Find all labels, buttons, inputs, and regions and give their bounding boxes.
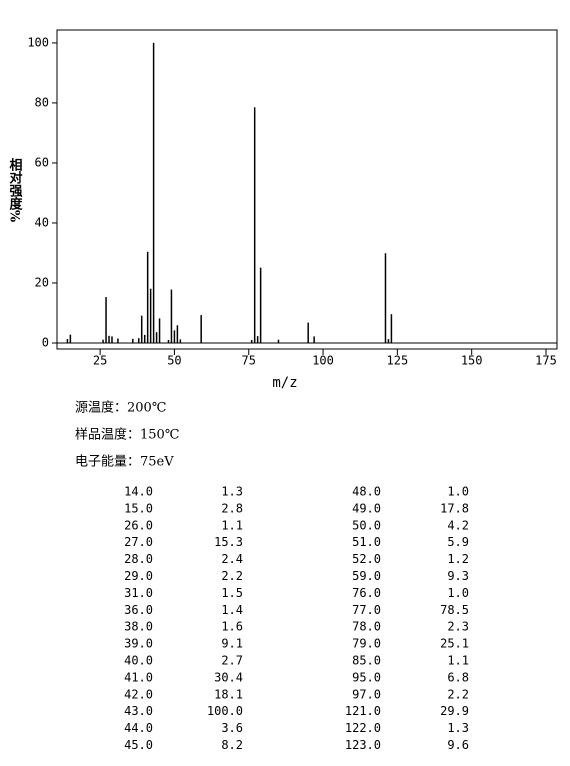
table-mz: 76.0 — [352, 586, 381, 600]
table-mz: 42.0 — [124, 687, 153, 701]
condition: 源温度：200℃ — [75, 400, 166, 416]
table-mz: 31.0 — [124, 586, 153, 600]
table-intensity: 15.3 — [214, 535, 243, 549]
table-mz: 15.0 — [124, 501, 153, 515]
table-intensity: 1.3 — [221, 485, 243, 499]
table-intensity: 1.0 — [447, 485, 469, 499]
table-intensity: 1.4 — [221, 603, 243, 617]
table-intensity: 1.3 — [447, 721, 469, 735]
table-mz: 122.0 — [345, 721, 381, 735]
table-intensity: 9.6 — [447, 738, 469, 752]
table-intensity: 18.1 — [214, 687, 243, 701]
table-intensity: 4.2 — [447, 518, 469, 532]
x-tick-label: 50 — [167, 354, 181, 368]
table-intensity: 1.0 — [447, 586, 469, 600]
table-intensity: 2.2 — [221, 569, 243, 583]
table-mz: 39.0 — [124, 637, 153, 651]
table-mz: 36.0 — [124, 603, 153, 617]
table-mz: 79.0 — [352, 637, 381, 651]
table-intensity: 1.5 — [221, 586, 243, 600]
table-intensity: 1.6 — [221, 620, 243, 634]
plot-frame — [56, 29, 558, 350]
table-mz: 123.0 — [345, 738, 381, 752]
table-intensity: 2.4 — [221, 552, 243, 566]
y-tick-label: 0 — [42, 335, 49, 349]
y-tick-label: 80 — [35, 95, 49, 109]
table-intensity: 9.1 — [221, 637, 243, 651]
table-intensity: 2.7 — [221, 654, 243, 668]
x-tick-label: 25 — [93, 354, 107, 368]
table-intensity: 2.3 — [447, 620, 469, 634]
condition: 样品温度：150℃ — [75, 427, 179, 443]
table-mz: 14.0 — [124, 485, 153, 499]
table-mz: 26.0 — [124, 518, 153, 532]
table-intensity: 6.8 — [447, 670, 469, 684]
y-tick-label: 60 — [35, 155, 49, 169]
table-mz: 43.0 — [124, 704, 153, 718]
table-intensity: 25.1 — [440, 637, 469, 651]
table-mz: 44.0 — [124, 721, 153, 735]
table-intensity: 1.1 — [447, 654, 469, 668]
table-intensity: 3.6 — [221, 721, 243, 735]
table-intensity: 100.0 — [207, 704, 243, 718]
table-mz: 45.0 — [124, 738, 153, 752]
table-mz: 95.0 — [352, 670, 381, 684]
table-intensity: 29.9 — [440, 704, 469, 718]
table-intensity: 78.5 — [440, 603, 469, 617]
x-tick-label: 100 — [312, 354, 334, 368]
table-mz: 78.0 — [352, 620, 381, 634]
x-axis-label: m/z — [272, 375, 297, 391]
y-tick-label: 100 — [27, 35, 49, 49]
table-intensity: 5.9 — [447, 535, 469, 549]
table-intensity: 1.2 — [447, 552, 469, 566]
table-intensity: 30.4 — [214, 670, 243, 684]
y-tick-label: 40 — [35, 215, 49, 229]
table-mz: 50.0 — [352, 518, 381, 532]
table-intensity: 9.3 — [447, 569, 469, 583]
x-tick-label: 175 — [535, 354, 557, 368]
table-intensity: 17.8 — [440, 501, 469, 515]
x-tick-label: 150 — [461, 354, 483, 368]
table-intensity: 2.8 — [221, 501, 243, 515]
condition: 电子能量：75eV — [75, 455, 174, 470]
table-mz: 27.0 — [124, 535, 153, 549]
y-tick-label: 20 — [35, 275, 49, 289]
table-mz: 85.0 — [352, 654, 381, 668]
table-mz: 121.0 — [345, 704, 381, 718]
table-mz: 28.0 — [124, 552, 153, 566]
table-intensity: 1.1 — [221, 518, 243, 532]
table-mz: 52.0 — [352, 552, 381, 566]
x-tick-label: 75 — [242, 354, 256, 368]
table-mz: 59.0 — [352, 569, 381, 583]
table-intensity: 8.2 — [221, 738, 243, 752]
table-mz: 97.0 — [352, 687, 381, 701]
table-mz: 38.0 — [124, 620, 153, 634]
table-intensity: 2.2 — [447, 687, 469, 701]
table-mz: 40.0 — [124, 654, 153, 668]
table-mz: 77.0 — [352, 603, 381, 617]
table-mz: 48.0 — [352, 485, 381, 499]
x-tick-label: 125 — [387, 354, 409, 368]
table-mz: 49.0 — [352, 501, 381, 515]
table-mz: 41.0 — [124, 670, 153, 684]
y-axis-label: 相对强度% — [7, 157, 23, 223]
table-mz: 51.0 — [352, 535, 381, 549]
table-mz: 29.0 — [124, 569, 153, 583]
